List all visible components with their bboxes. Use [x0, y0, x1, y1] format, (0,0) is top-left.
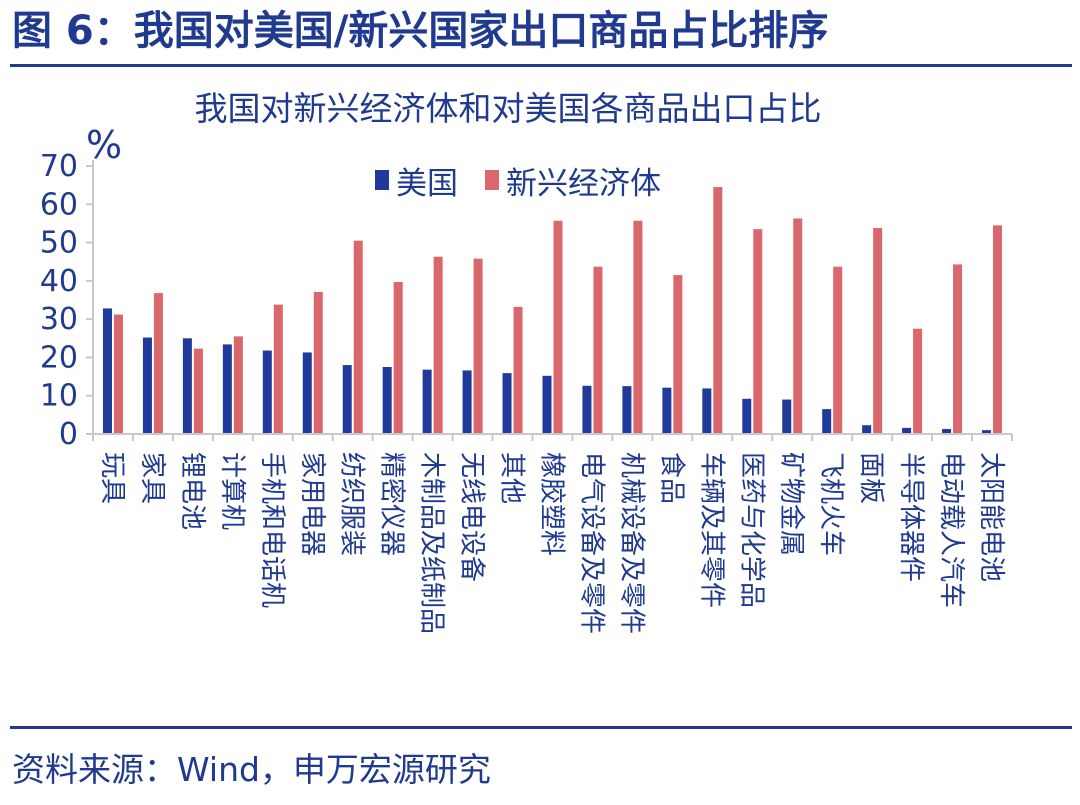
- x-tick-label: 无线电设备: [457, 452, 487, 582]
- bar-us-15: [702, 388, 712, 434]
- y-tick-label: 60: [40, 187, 78, 222]
- bar-us-19: [862, 425, 872, 434]
- bar-emerging-21: [953, 264, 963, 434]
- x-tick-label: 太阳能电池: [976, 452, 1006, 582]
- bar-us-3: [222, 344, 232, 434]
- y-tick-label: 70: [40, 149, 78, 184]
- x-tick-label: 机械设备及零件: [616, 452, 646, 634]
- legend-swatch-us: [375, 170, 389, 190]
- y-tick-label: 20: [40, 340, 78, 375]
- chart-title: 我国对新兴经济体和对美国各商品出口占比: [195, 89, 822, 128]
- bar-us-5: [302, 352, 312, 434]
- x-tick-label: 车辆及其零件: [696, 452, 726, 608]
- x-tick-label: 电动载人汽车: [936, 452, 966, 608]
- x-axis: 玩具 家具 锂电池 计算机 手机和电话机 家用电器 纺织服装 精密仪器 木制品及纸制品 无线电设备…: [92, 433, 1013, 634]
- bar-emerging-14: [673, 275, 683, 434]
- bar-us-14: [662, 387, 672, 434]
- source-note: 资料来源：Wind，申万宏源研究: [12, 750, 491, 789]
- bar-us-8: [422, 369, 432, 434]
- bar-emerging-15: [713, 187, 723, 434]
- bar-us-20: [902, 427, 912, 434]
- bar-us-7: [382, 367, 392, 434]
- x-tick-label: 木制品及纸制品: [417, 452, 447, 634]
- figure-title: 图 6：我国对美国/新兴国家出口商品占比排序: [12, 8, 829, 54]
- bar-emerging-17: [793, 218, 803, 434]
- bar-emerging-13: [633, 220, 643, 434]
- bar-us-6: [342, 365, 352, 434]
- bar-us-9: [462, 370, 472, 434]
- title-divider: [10, 64, 1072, 67]
- y-tick-label: 30: [40, 302, 78, 337]
- x-tick-label: 计算机: [217, 452, 247, 530]
- bar-us-18: [822, 409, 832, 434]
- bar-us-12: [582, 385, 592, 434]
- y-unit-label: %: [86, 123, 122, 167]
- y-tick-label: 0: [59, 417, 78, 452]
- bar-us-1: [142, 337, 152, 434]
- x-tick-label: 面板: [856, 452, 886, 504]
- bar-emerging-6: [353, 240, 363, 434]
- x-tick-label: 锂电池: [177, 452, 207, 530]
- bar-emerging-18: [833, 266, 843, 434]
- bar-emerging-8: [433, 256, 443, 434]
- x-tick-label: 手机和电话机: [257, 452, 287, 608]
- x-tick-label: 医药与化学品: [736, 452, 766, 608]
- bars: [102, 187, 1003, 434]
- x-tick-label: 家具: [137, 452, 167, 504]
- bar-emerging-16: [753, 229, 763, 434]
- bar-emerging-5: [313, 291, 323, 434]
- bar-emerging-12: [593, 266, 603, 434]
- x-tick-label: 飞机火车: [816, 452, 846, 556]
- x-tick-label: 其他: [497, 452, 527, 504]
- x-tick-label: 玩具: [97, 452, 127, 504]
- x-tick-label: 半导体器件: [896, 452, 926, 582]
- x-tick-label: 精密仪器: [377, 452, 407, 556]
- legend-label-us: 美国: [396, 166, 458, 202]
- bar-us-10: [502, 373, 512, 434]
- bar-emerging-2: [193, 348, 203, 434]
- legend-swatch-emerging: [485, 170, 499, 190]
- bar-us-22: [982, 430, 992, 434]
- bar-emerging-20: [913, 328, 923, 434]
- y-tick-label: 50: [40, 226, 78, 261]
- legend-label-emerging: 新兴经济体: [506, 166, 661, 202]
- y-tick-label: 10: [40, 379, 78, 414]
- bar-emerging-0: [113, 314, 123, 434]
- bar-us-0: [102, 308, 112, 434]
- bar-emerging-11: [553, 220, 563, 434]
- bar-emerging-7: [393, 282, 403, 434]
- footer-divider: [10, 726, 1072, 729]
- y-tick-label: 40: [40, 264, 78, 299]
- bar-emerging-9: [473, 258, 483, 434]
- bar-us-11: [542, 375, 552, 434]
- x-tick-label: 食品: [656, 452, 686, 504]
- x-tick-label: 矿物金属: [776, 452, 806, 556]
- bar-emerging-1: [153, 293, 163, 434]
- bar-us-4: [262, 350, 272, 434]
- bar-emerging-19: [873, 228, 883, 434]
- bar-chart: 我国对新兴经济体和对美国各商品出口占比 % 美国 新兴经济体 010 203040…: [40, 89, 1013, 634]
- x-tick-label: 家用电器: [297, 452, 327, 556]
- bar-emerging-4: [273, 304, 283, 434]
- bar-emerging-22: [993, 225, 1003, 434]
- bar-us-17: [782, 399, 792, 434]
- bar-us-13: [622, 386, 632, 434]
- bar-us-16: [742, 398, 752, 434]
- bar-emerging-3: [233, 336, 243, 434]
- bar-emerging-10: [513, 306, 523, 434]
- x-tick-label: 纺织服装: [337, 452, 367, 556]
- legend: 美国 新兴经济体: [375, 166, 661, 202]
- bar-us-21: [942, 429, 952, 434]
- x-tick-label: 电气设备及零件: [576, 452, 606, 634]
- x-tick-label: 橡胶塑料: [537, 452, 567, 556]
- bar-us-2: [182, 338, 192, 434]
